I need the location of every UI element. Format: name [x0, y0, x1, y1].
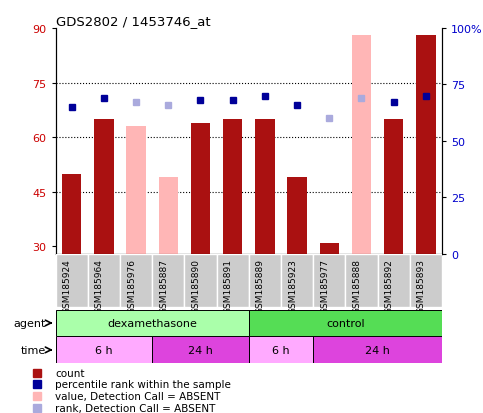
Text: GSM185976: GSM185976	[127, 258, 136, 313]
Bar	[287, 178, 307, 254]
Text: control: control	[326, 318, 365, 328]
Bar	[56, 254, 88, 308]
Text: GSM185893: GSM185893	[417, 258, 426, 313]
Text: GSM185888: GSM185888	[353, 258, 361, 313]
Text: value, Detection Call = ABSENT: value, Detection Call = ABSENT	[55, 392, 221, 401]
Bar	[158, 178, 178, 254]
Bar	[384, 120, 403, 254]
Text: GSM185891: GSM185891	[224, 258, 233, 313]
Bar	[281, 254, 313, 308]
Text: GSM185923: GSM185923	[288, 258, 297, 313]
Bar	[88, 254, 120, 308]
Bar	[127, 127, 146, 254]
Text: GDS2802 / 1453746_at: GDS2802 / 1453746_at	[56, 15, 210, 28]
Text: GSM185887: GSM185887	[159, 258, 168, 313]
Bar	[185, 254, 216, 308]
Bar	[378, 254, 410, 308]
Bar	[56, 310, 249, 337]
Text: 24 h: 24 h	[188, 345, 213, 355]
Bar	[56, 337, 152, 363]
Text: GSM185890: GSM185890	[191, 258, 200, 313]
Bar	[152, 254, 185, 308]
Text: 6 h: 6 h	[272, 345, 290, 355]
Bar	[410, 254, 442, 308]
Bar	[152, 337, 249, 363]
Text: 24 h: 24 h	[365, 345, 390, 355]
Text: dexamethasone: dexamethasone	[107, 318, 197, 328]
Text: GSM185964: GSM185964	[95, 258, 104, 313]
Text: GSM185977: GSM185977	[320, 258, 329, 313]
Text: 6 h: 6 h	[95, 345, 113, 355]
Bar	[313, 254, 345, 308]
Bar	[216, 254, 249, 308]
Bar	[94, 120, 114, 254]
Bar	[352, 36, 371, 254]
Text: GSM185892: GSM185892	[384, 258, 394, 313]
Text: GSM185924: GSM185924	[63, 258, 71, 313]
Bar	[416, 36, 436, 254]
Bar	[249, 310, 442, 337]
Bar	[320, 243, 339, 254]
Text: agent: agent	[14, 318, 46, 328]
Bar	[120, 254, 152, 308]
Text: percentile rank within the sample: percentile rank within the sample	[55, 380, 231, 389]
Bar	[345, 254, 378, 308]
Bar	[223, 120, 242, 254]
Bar	[255, 120, 274, 254]
Bar	[313, 337, 442, 363]
Bar	[191, 123, 210, 254]
Bar	[249, 337, 313, 363]
Bar	[249, 254, 281, 308]
Text: count: count	[55, 368, 85, 377]
Text: time: time	[21, 345, 46, 355]
Text: GSM185889: GSM185889	[256, 258, 265, 313]
Bar	[62, 174, 81, 254]
Text: rank, Detection Call = ABSENT: rank, Detection Call = ABSENT	[55, 403, 215, 413]
